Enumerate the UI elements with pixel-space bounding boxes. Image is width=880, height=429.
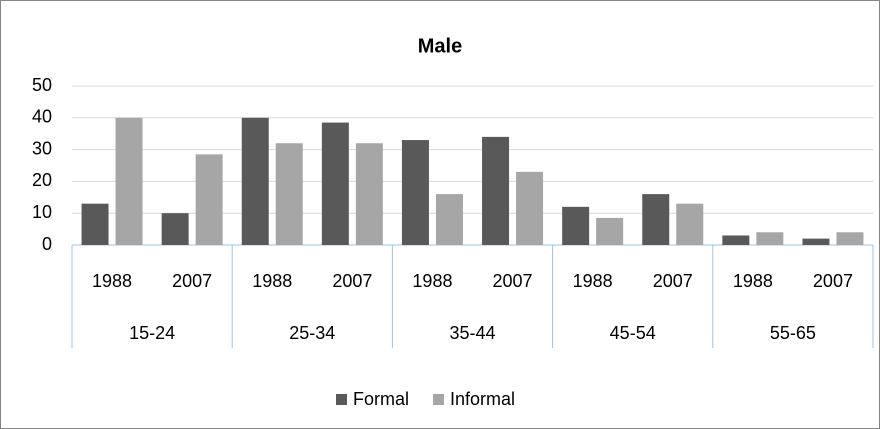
bar	[115, 117, 143, 245]
y-tick-label: 40	[32, 107, 52, 127]
x-tick-label: 2007	[332, 271, 372, 291]
bar	[722, 235, 750, 245]
x-tick-label: 1988	[252, 271, 292, 291]
group-label: 55-65	[770, 323, 816, 343]
legend-label: Informal	[450, 389, 515, 409]
bar	[161, 213, 189, 245]
x-tick-label: 2007	[172, 271, 212, 291]
bar	[435, 194, 463, 245]
bar	[241, 117, 269, 245]
bar	[562, 206, 590, 245]
x-tick-label: 2007	[813, 271, 853, 291]
bar	[516, 171, 544, 245]
y-tick-label: 50	[32, 75, 52, 95]
legend-swatch	[336, 394, 347, 405]
bar	[81, 203, 109, 245]
bar	[596, 217, 624, 245]
y-tick-label: 0	[42, 234, 52, 254]
y-tick-label: 20	[32, 170, 52, 190]
legend-swatch	[433, 394, 445, 405]
x-tick-label: 1988	[573, 271, 613, 291]
bar	[802, 238, 830, 245]
y-tick-label: 10	[32, 202, 52, 222]
x-tick-label: 1988	[92, 271, 132, 291]
y-tick-label: 30	[32, 138, 52, 158]
bar	[482, 136, 510, 245]
bar	[321, 122, 349, 245]
bar	[676, 203, 704, 245]
chart-title: Male	[418, 35, 462, 57]
group-label: 25-34	[289, 323, 335, 343]
x-tick-label: 1988	[412, 271, 452, 291]
bar	[642, 194, 670, 245]
bar	[355, 143, 383, 245]
bar	[195, 154, 223, 245]
bar	[756, 232, 784, 245]
bar	[836, 232, 864, 245]
x-tick-label: 2007	[493, 271, 533, 291]
group-label: 35-44	[449, 323, 495, 343]
bar	[401, 140, 429, 245]
x-tick-label: 1988	[733, 271, 773, 291]
legend-label: Formal	[353, 389, 409, 409]
group-label: 45-54	[610, 323, 656, 343]
bar	[275, 143, 303, 245]
group-label: 15-24	[129, 323, 175, 343]
x-tick-label: 2007	[653, 271, 693, 291]
